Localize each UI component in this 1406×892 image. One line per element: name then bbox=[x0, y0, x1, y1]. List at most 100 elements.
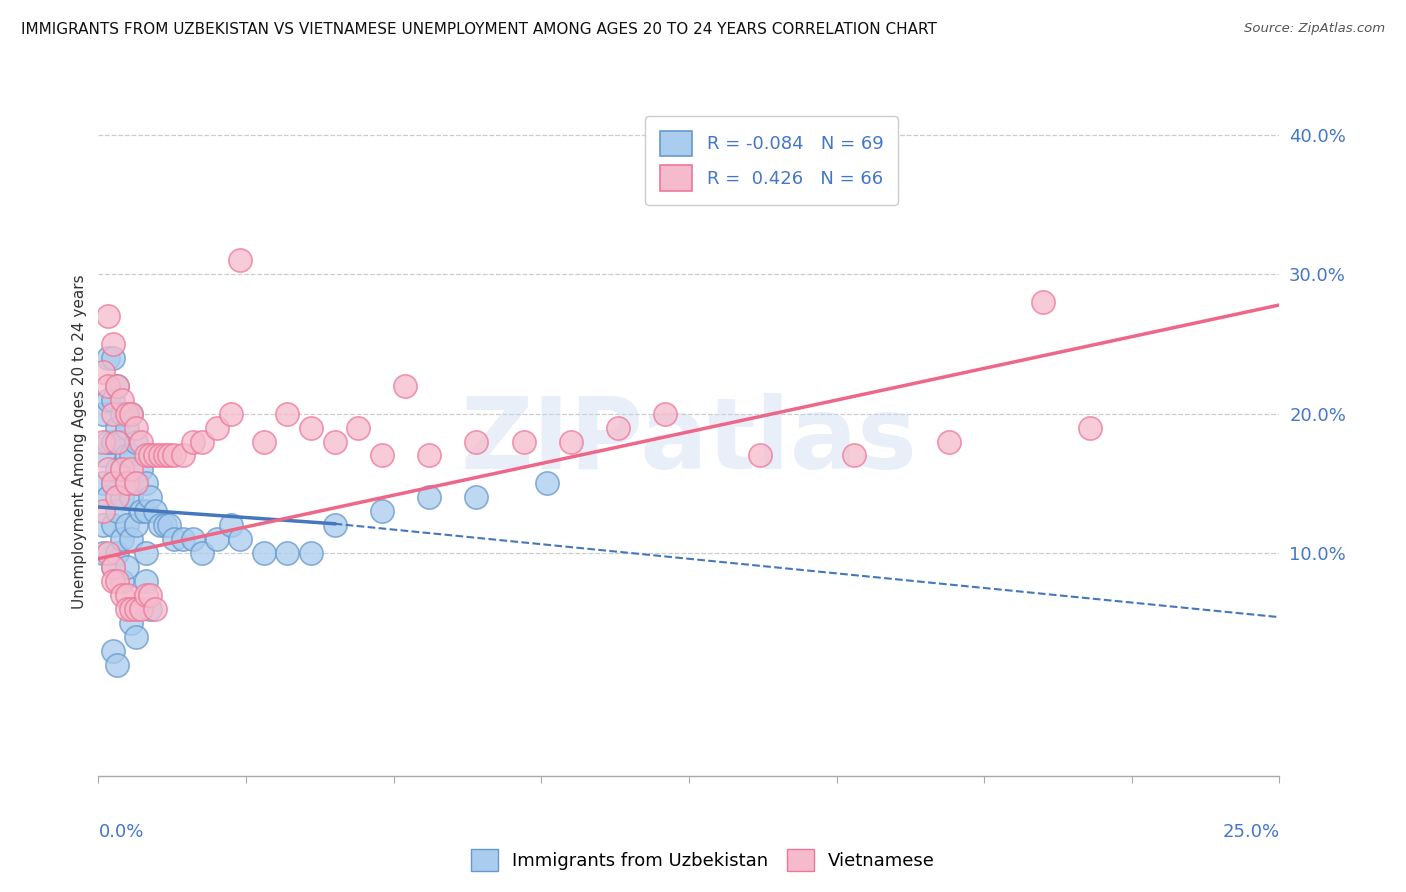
Point bbox=[938, 434, 960, 449]
Point bbox=[135, 476, 157, 491]
Point bbox=[163, 532, 186, 546]
Point bbox=[205, 420, 228, 434]
Point bbox=[115, 588, 138, 602]
Point bbox=[253, 546, 276, 560]
Point bbox=[371, 504, 394, 518]
Point bbox=[149, 518, 172, 533]
Point bbox=[101, 560, 124, 574]
Point bbox=[111, 574, 134, 588]
Point bbox=[163, 449, 186, 463]
Point bbox=[91, 546, 114, 560]
Point bbox=[219, 518, 242, 533]
Point bbox=[105, 378, 128, 392]
Point bbox=[111, 532, 134, 546]
Point bbox=[323, 434, 346, 449]
Point bbox=[101, 434, 124, 449]
Point bbox=[418, 449, 440, 463]
Point bbox=[654, 407, 676, 421]
Point bbox=[125, 518, 148, 533]
Point bbox=[101, 392, 124, 407]
Text: 0.0%: 0.0% bbox=[98, 822, 143, 841]
Point bbox=[181, 434, 204, 449]
Point bbox=[115, 601, 138, 615]
Point bbox=[276, 546, 298, 560]
Point bbox=[115, 449, 138, 463]
Point bbox=[105, 657, 128, 672]
Point bbox=[607, 420, 630, 434]
Point bbox=[465, 434, 488, 449]
Point bbox=[229, 253, 252, 268]
Point bbox=[748, 449, 770, 463]
Point bbox=[129, 601, 152, 615]
Point bbox=[299, 420, 322, 434]
Point bbox=[157, 518, 180, 533]
Point bbox=[219, 407, 242, 421]
Point bbox=[129, 434, 152, 449]
Point bbox=[512, 434, 534, 449]
Point bbox=[135, 588, 157, 602]
Point bbox=[115, 420, 138, 434]
Point bbox=[101, 407, 124, 421]
Point bbox=[105, 434, 128, 449]
Point bbox=[129, 462, 152, 476]
Point bbox=[91, 434, 114, 449]
Point bbox=[125, 420, 148, 434]
Point bbox=[121, 490, 143, 504]
Point bbox=[276, 407, 298, 421]
Point bbox=[111, 434, 134, 449]
Point bbox=[101, 476, 124, 491]
Point bbox=[205, 532, 228, 546]
Legend: R = -0.084   N = 69, R =  0.426   N = 66: R = -0.084 N = 69, R = 0.426 N = 66 bbox=[645, 116, 898, 205]
Point bbox=[105, 462, 128, 476]
Point bbox=[135, 449, 157, 463]
Point bbox=[143, 601, 166, 615]
Point bbox=[153, 518, 176, 533]
Point bbox=[121, 462, 143, 476]
Point bbox=[702, 184, 724, 198]
Point bbox=[299, 546, 322, 560]
Point bbox=[97, 309, 120, 323]
Point bbox=[191, 434, 214, 449]
Point bbox=[465, 490, 488, 504]
Point bbox=[91, 365, 114, 379]
Point bbox=[149, 449, 172, 463]
Point bbox=[101, 643, 124, 657]
Point bbox=[844, 449, 866, 463]
Point bbox=[323, 518, 346, 533]
Point bbox=[101, 574, 124, 588]
Point bbox=[121, 449, 143, 463]
Point bbox=[105, 420, 128, 434]
Point bbox=[1032, 295, 1054, 310]
Point bbox=[153, 449, 176, 463]
Point bbox=[97, 378, 120, 392]
Point bbox=[125, 601, 148, 615]
Point bbox=[105, 504, 128, 518]
Point bbox=[97, 434, 120, 449]
Text: ZIPatlas: ZIPatlas bbox=[461, 393, 917, 490]
Point bbox=[115, 518, 138, 533]
Point bbox=[111, 392, 134, 407]
Point bbox=[253, 434, 276, 449]
Text: IMMIGRANTS FROM UZBEKISTAN VS VIETNAMESE UNEMPLOYMENT AMONG AGES 20 TO 24 YEARS : IMMIGRANTS FROM UZBEKISTAN VS VIETNAMESE… bbox=[21, 22, 936, 37]
Point bbox=[135, 546, 157, 560]
Point bbox=[121, 615, 143, 630]
Point bbox=[172, 532, 194, 546]
Point bbox=[101, 560, 124, 574]
Point bbox=[125, 476, 148, 491]
Point bbox=[115, 476, 138, 491]
Text: 25.0%: 25.0% bbox=[1222, 822, 1279, 841]
Point bbox=[135, 574, 157, 588]
Point bbox=[115, 560, 138, 574]
Point bbox=[91, 504, 114, 518]
Point bbox=[97, 490, 120, 504]
Point bbox=[157, 449, 180, 463]
Point bbox=[560, 434, 582, 449]
Text: Source: ZipAtlas.com: Source: ZipAtlas.com bbox=[1244, 22, 1385, 36]
Point bbox=[139, 490, 162, 504]
Point bbox=[91, 449, 114, 463]
Point bbox=[101, 476, 124, 491]
Point bbox=[97, 392, 120, 407]
Point bbox=[101, 351, 124, 365]
Point bbox=[105, 546, 128, 560]
Point bbox=[125, 476, 148, 491]
